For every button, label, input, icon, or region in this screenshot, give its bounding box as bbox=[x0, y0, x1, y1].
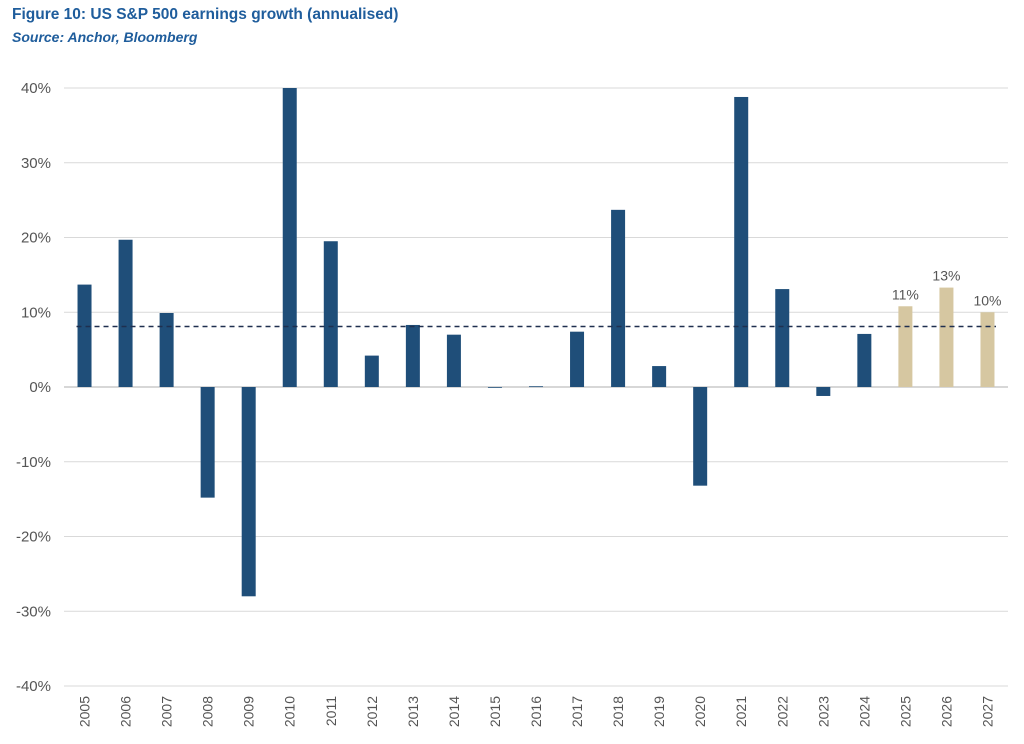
x-tick-label: 2018 bbox=[610, 696, 626, 727]
x-tick-label: 2009 bbox=[241, 696, 257, 727]
x-tick-label: 2019 bbox=[651, 696, 667, 727]
data-label-2025: 11% bbox=[892, 286, 919, 302]
x-tick-label: 2008 bbox=[200, 696, 216, 727]
x-tick-label: 2011 bbox=[323, 696, 339, 726]
x-tick-label: 2023 bbox=[815, 696, 831, 727]
x-tick-label: 2015 bbox=[487, 696, 503, 727]
x-tick-label: 2024 bbox=[856, 696, 872, 727]
x-tick-label: 2016 bbox=[528, 696, 544, 727]
bar-2015 bbox=[487, 387, 502, 388]
x-axis-tick-labels: 2005 2006 2007 2008 2009 2010 2011 2012 2013 2014… bbox=[77, 696, 996, 727]
x-tick-label: 2014 bbox=[446, 696, 462, 727]
bar-2021 bbox=[734, 96, 749, 387]
bar-2018 bbox=[611, 209, 626, 387]
bar-2006 bbox=[118, 239, 133, 387]
y-tick-label: 20% bbox=[21, 230, 51, 247]
x-tick-label: 2017 bbox=[569, 696, 585, 727]
x-tick-label: 2010 bbox=[282, 696, 298, 727]
bar-2012 bbox=[364, 355, 379, 387]
bar-2014 bbox=[446, 334, 461, 387]
y-tick-label: 10% bbox=[21, 304, 51, 321]
bar-2024 bbox=[857, 333, 872, 387]
x-tick-label: 2006 bbox=[118, 696, 134, 727]
data-labels: 11% 13% 10% bbox=[892, 268, 1002, 309]
gridlines bbox=[64, 87, 1008, 687]
x-tick-label: 2026 bbox=[938, 696, 954, 727]
y-tick-label: 40% bbox=[21, 80, 51, 97]
y-tick-label: -20% bbox=[16, 529, 51, 546]
data-label-2026: 13% bbox=[932, 268, 960, 284]
chart-source: Source: Anchor, Bloomberg bbox=[12, 29, 198, 45]
x-tick-label: 2013 bbox=[405, 696, 421, 727]
bar-2027 bbox=[980, 312, 995, 387]
bars bbox=[77, 88, 995, 597]
x-tick-label: 2007 bbox=[159, 696, 175, 727]
bar-2017 bbox=[570, 331, 585, 387]
y-tick-label: 30% bbox=[21, 155, 51, 172]
y-tick-label: -40% bbox=[16, 678, 51, 695]
x-tick-label: 2027 bbox=[979, 696, 995, 727]
y-axis-tick-labels: 40% 30% 20% 10% 0% -10% -20% -30% -40% bbox=[16, 80, 51, 695]
bar-2013 bbox=[405, 324, 420, 387]
y-tick-label: -30% bbox=[16, 603, 51, 620]
bar-2025 bbox=[898, 306, 913, 387]
bar-2016 bbox=[529, 386, 543, 388]
x-tick-label: 2020 bbox=[692, 696, 708, 727]
data-label-2027: 10% bbox=[973, 292, 1001, 308]
bar-2022 bbox=[775, 289, 790, 387]
bar-2009 bbox=[241, 387, 256, 597]
y-tick-label: -10% bbox=[16, 454, 51, 471]
x-tick-label: 2021 bbox=[733, 696, 749, 727]
x-tick-label: 2025 bbox=[897, 696, 913, 727]
bar-2005 bbox=[77, 284, 92, 387]
x-tick-label: 2022 bbox=[774, 696, 790, 727]
y-tick-label: 0% bbox=[29, 379, 51, 396]
bar-2010 bbox=[282, 88, 297, 387]
x-tick-label: 2012 bbox=[364, 696, 380, 727]
bar-2008 bbox=[200, 387, 215, 498]
bar-2019 bbox=[652, 366, 667, 387]
bar-2023 bbox=[816, 387, 831, 396]
bar-2020 bbox=[693, 387, 708, 486]
x-tick-label: 2005 bbox=[77, 696, 93, 727]
chart-title: Figure 10: US S&P 500 earnings growth (a… bbox=[12, 6, 399, 23]
bar-2007 bbox=[159, 312, 174, 387]
bar-2011 bbox=[323, 241, 338, 387]
bar-2026 bbox=[939, 287, 954, 387]
